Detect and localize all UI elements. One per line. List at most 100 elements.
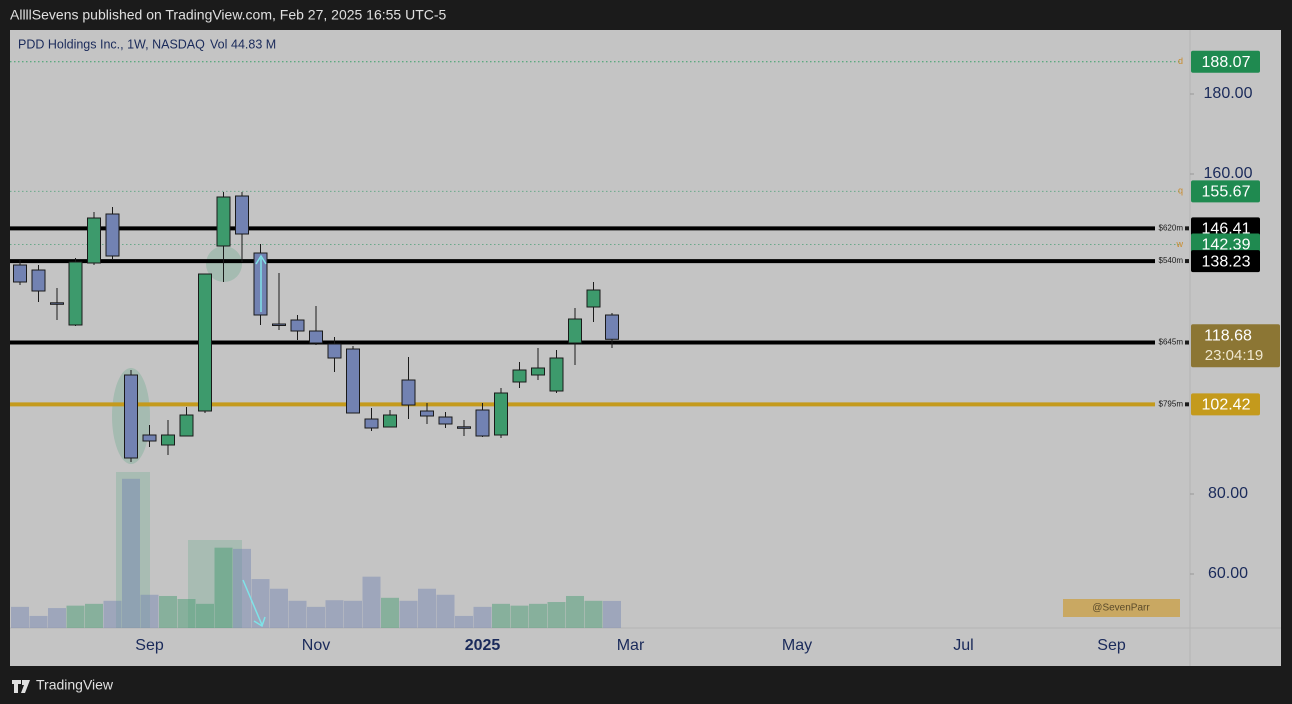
candle-body [31, 269, 46, 292]
volume-bar [362, 576, 381, 628]
y-tick-label: 60.00 [1208, 565, 1248, 582]
volume-bar [48, 608, 66, 628]
volume-bar [399, 600, 418, 628]
publish-info: AllllSevens published on TradingView.com… [10, 7, 447, 23]
candle-body [309, 330, 323, 344]
volume-bar [11, 606, 29, 628]
candle-body [457, 426, 471, 429]
candle-body [494, 392, 508, 436]
volume-bar [140, 594, 159, 628]
candle-body [605, 314, 619, 340]
arrow-head [253, 616, 266, 628]
watermark: @SevenParr [1092, 603, 1150, 614]
levels-layer: d q $620m w $540m $645m $795m [10, 56, 1189, 408]
price-label-box [1191, 393, 1260, 416]
volume-bar [122, 478, 140, 628]
price-label: 155.67 [1202, 184, 1251, 201]
candle-body [475, 409, 490, 437]
candle-body [290, 319, 305, 332]
candle-body [346, 348, 360, 414]
arrows [242, 254, 267, 628]
brand-name: TradingView [36, 677, 114, 693]
candle-body [420, 410, 434, 417]
arrow-head [255, 254, 267, 265]
highlight-box [116, 472, 150, 628]
volume-bar [177, 599, 196, 628]
level-marker [1185, 340, 1189, 345]
volume-bar [233, 548, 251, 628]
volume-bar [436, 594, 455, 628]
level-note: q [1178, 186, 1183, 196]
x-tick-label: Jul [953, 637, 973, 654]
price-label-box [1191, 250, 1260, 273]
volume-bar [603, 600, 621, 628]
volume-bar [473, 606, 492, 628]
volume-layer [11, 478, 621, 628]
volume-bar [418, 588, 436, 628]
volume-bar [510, 605, 529, 628]
candle-body [198, 273, 212, 412]
price-label-box [1191, 50, 1260, 73]
brand-logo [12, 680, 30, 693]
candle-body [161, 434, 175, 446]
symbol-title: PDD Holdings Inc., 1W, NASDAQ [18, 37, 205, 51]
candle-body [68, 261, 83, 326]
candle-body [179, 414, 194, 437]
candle-body [272, 323, 286, 326]
x-tick-label: Mar [617, 637, 645, 654]
volume-bar [66, 605, 85, 628]
candle-body [364, 418, 379, 429]
volume-value: 44.83 M [231, 37, 276, 51]
candle-body [105, 213, 120, 257]
candle-body [549, 357, 564, 392]
level-note: w [1176, 239, 1184, 249]
watermark-box [1063, 599, 1180, 617]
candle-body [568, 318, 582, 344]
candle-body [13, 264, 27, 283]
volume-bar [288, 600, 307, 628]
level-marker [1185, 402, 1189, 407]
candle-body [87, 217, 101, 264]
volume-bar [196, 603, 214, 628]
volume-bar [566, 595, 584, 628]
volume-bar [547, 602, 566, 628]
x-tick-label: Sep [135, 637, 164, 654]
price-label-box [1191, 180, 1260, 203]
axis-layer: 60.00 80.00 160.00 180.00 Sep Nov 2025 Mar May Ju… [135, 50, 1280, 654]
level-note: d [1178, 56, 1183, 66]
x-tick-label: 2025 [465, 637, 501, 654]
candle-body [512, 369, 527, 383]
volume-bar [159, 595, 177, 628]
candle-body [327, 343, 342, 359]
level-marker [1185, 259, 1189, 264]
price-label: 188.07 [1202, 54, 1251, 71]
volume-bar [307, 606, 325, 628]
candle-body [401, 379, 416, 406]
volume-bar [251, 579, 270, 628]
price-label: 142.39 [1202, 237, 1251, 254]
volume-bar [85, 603, 103, 628]
level-note: $645m [1159, 338, 1184, 347]
price-label: 138.23 [1202, 253, 1251, 270]
volume-bar [103, 600, 122, 628]
y-tick-label: 80.00 [1208, 485, 1248, 502]
volume-bar [381, 597, 399, 628]
volume-prefix: Vol [210, 37, 227, 51]
last-price-box [1191, 324, 1280, 368]
level-marker [1185, 226, 1189, 231]
last-price-label: 118.68 [1204, 327, 1252, 344]
x-tick-label: Sep [1097, 637, 1126, 654]
level-note: $540m [1159, 256, 1184, 265]
volume-bar [214, 547, 233, 628]
candle-body [216, 196, 231, 247]
price-label: 102.42 [1202, 397, 1251, 414]
volume-bar [455, 615, 473, 628]
volume-bar [325, 600, 344, 628]
candle-body [383, 414, 397, 428]
volume-bar [492, 603, 510, 628]
y-tick-label: 160.00 [1204, 165, 1253, 182]
price-label-box [1191, 233, 1260, 256]
highlight-box [188, 540, 242, 628]
level-note: $795m [1159, 399, 1184, 408]
